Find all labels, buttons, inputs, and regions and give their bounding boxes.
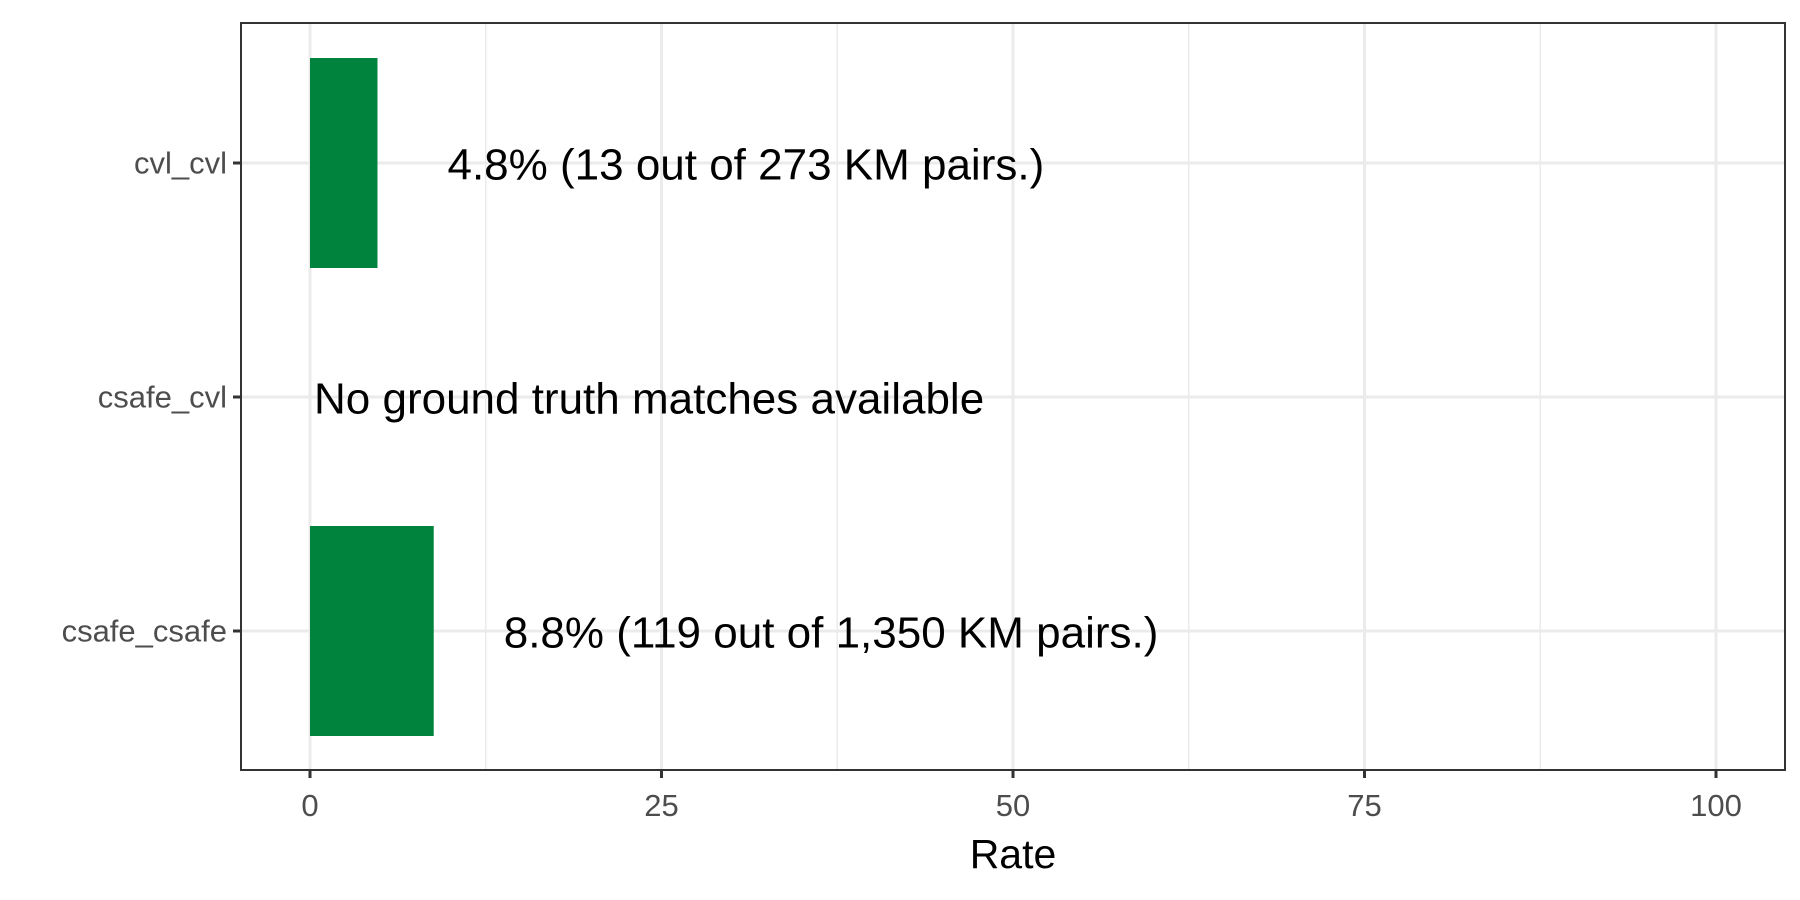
x-axis: 0 25 50 75 100 <box>301 770 1742 823</box>
bar-label: 4.8% (13 out of 273 KM pairs.) <box>447 141 1044 190</box>
y-tick-label: csafe_csafe <box>62 614 227 649</box>
x-tick-label: 0 <box>301 788 318 823</box>
x-tick-label: 25 <box>644 788 678 823</box>
bar-label: No ground truth matches available <box>314 375 984 424</box>
bar-label: 8.8% (119 out of 1,350 KM pairs.) <box>504 609 1159 658</box>
y-axis: cvl_cvl csafe_cvl csafe_csafe <box>62 146 241 649</box>
bar <box>310 526 434 736</box>
bars <box>310 58 434 736</box>
bar <box>310 58 378 268</box>
bar-labels: 4.8% (13 out of 273 KM pairs.) No ground … <box>314 141 1158 658</box>
y-tick-label: cvl_cvl <box>134 146 227 181</box>
x-tick-label: 50 <box>996 788 1030 823</box>
x-axis-title: Rate <box>970 831 1057 877</box>
y-tick-label: csafe_cvl <box>98 380 227 415</box>
x-tick-label: 100 <box>1690 788 1742 823</box>
grid-major <box>241 23 1785 770</box>
x-tick-label: 75 <box>1347 788 1381 823</box>
